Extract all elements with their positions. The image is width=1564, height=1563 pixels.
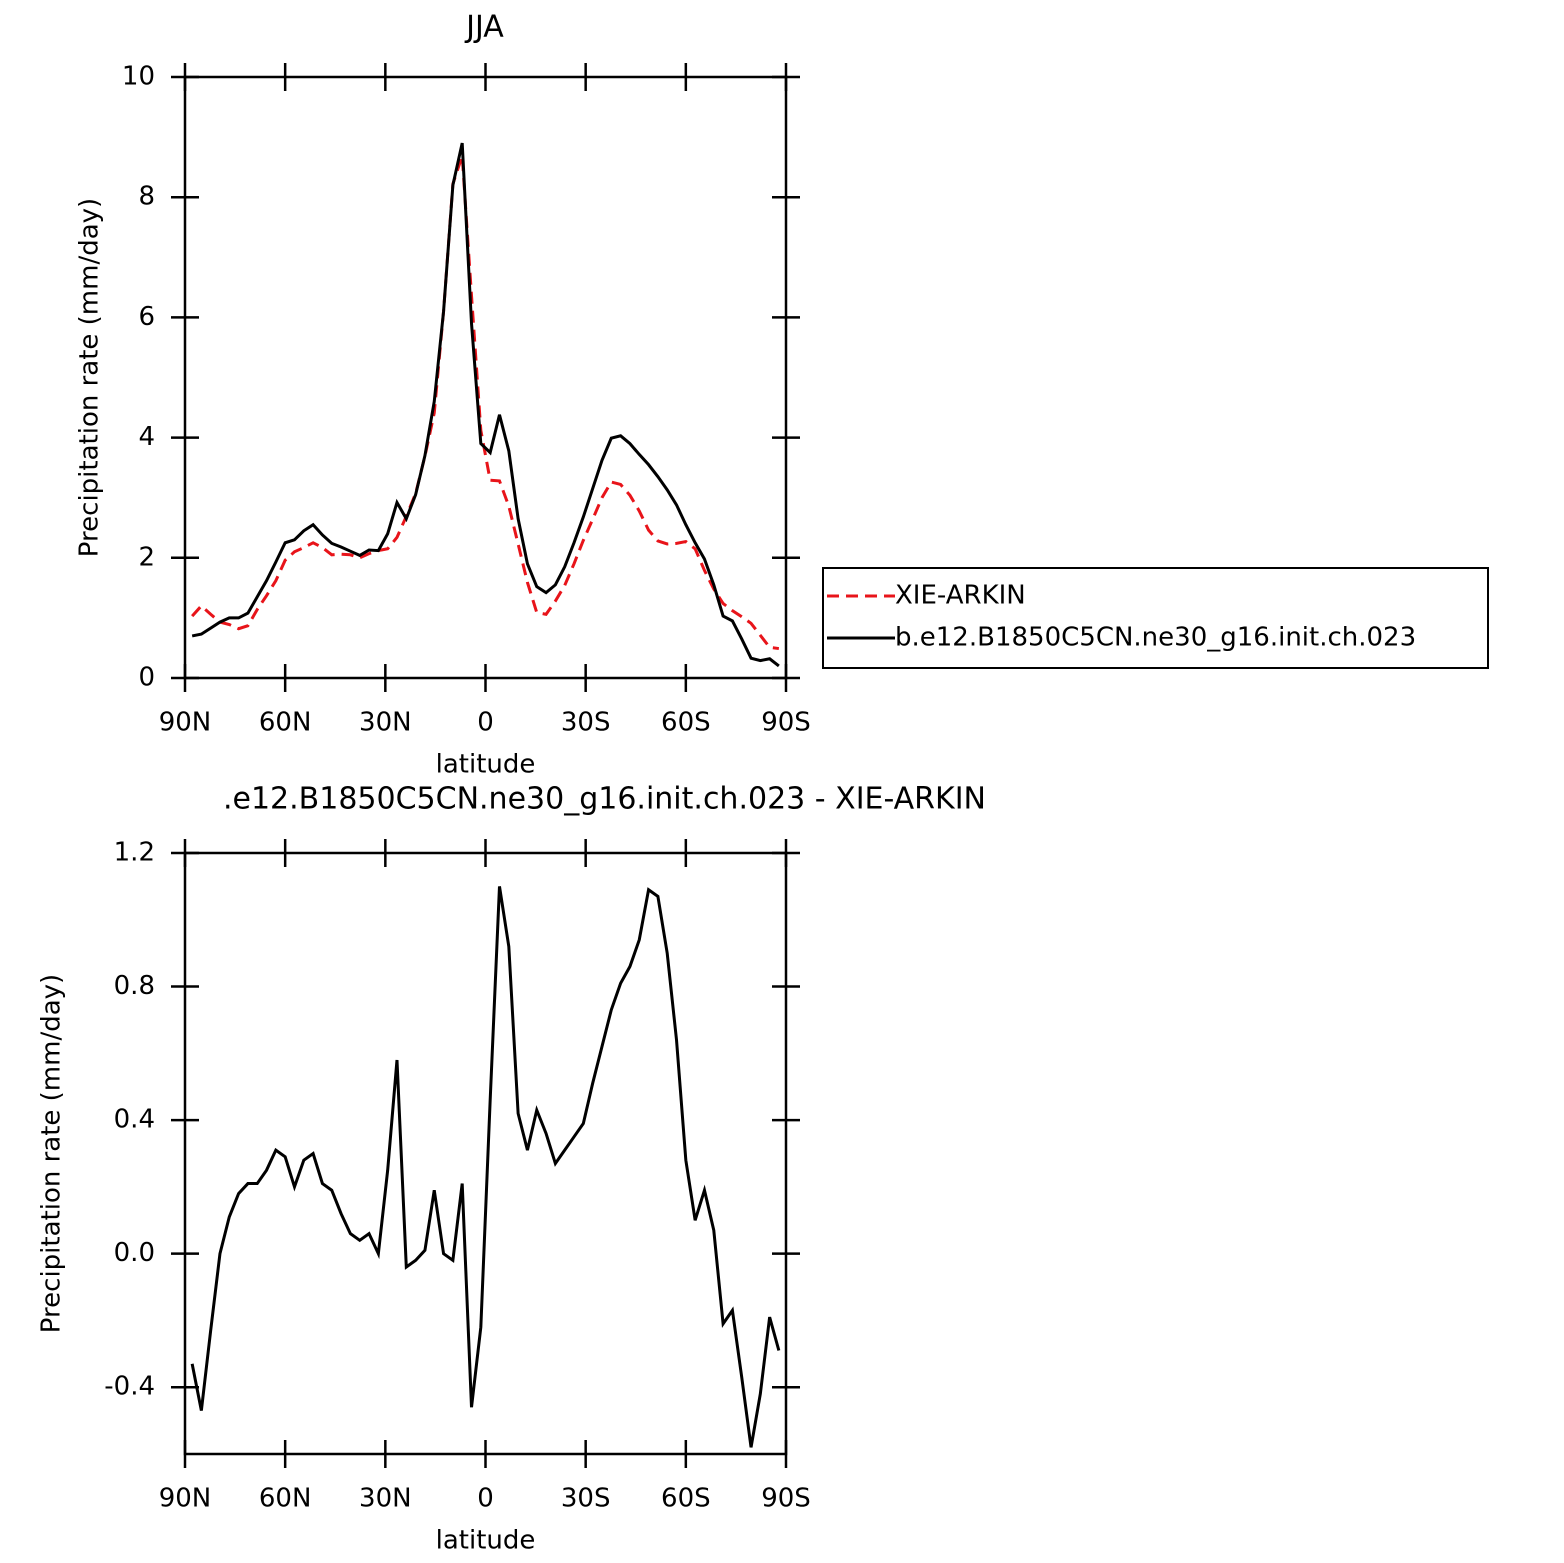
- y-tick-label: 2: [138, 542, 155, 572]
- x-tick-label: 30N: [359, 1484, 412, 1514]
- y-tick-label: 6: [138, 302, 155, 332]
- y-tick-label: 8: [138, 182, 155, 212]
- y-tick-label: 0: [138, 663, 155, 693]
- x-tick-label: 90S: [761, 1484, 811, 1514]
- x-tick-label: 30N: [359, 708, 412, 738]
- x-tick-label: 0: [477, 1484, 494, 1514]
- plot-frame: [183, 75, 788, 680]
- x-tick-label: 60S: [661, 1484, 711, 1514]
- x-tick-label: 90N: [159, 1484, 212, 1514]
- x-tick-label: 30S: [561, 1484, 611, 1514]
- legend-label: b.e12.B1850C5CN.ne30_g16.init.ch.023: [895, 623, 1416, 653]
- y-tick-label: 10: [122, 62, 155, 92]
- x-tick-label: 60N: [259, 708, 312, 738]
- y-tick-label: 4: [138, 422, 155, 452]
- data-line: [191, 142, 780, 668]
- chart-title: .e12.B1850C5CN.ne30_g16.init.ch.023 - XI…: [223, 782, 986, 817]
- legend-label: XIE-ARKIN: [895, 581, 1026, 611]
- y-axis-label: Precipitation rate (mm/day): [37, 974, 67, 1333]
- x-tick-label: 0: [477, 708, 494, 738]
- y-tick-label: 1.2: [114, 838, 155, 868]
- x-tick-label: 90N: [159, 708, 212, 738]
- y-tick-label: 0.0: [114, 1238, 155, 1268]
- x-tick-label: 60S: [661, 708, 711, 738]
- x-tick-label: 90S: [761, 708, 811, 738]
- y-tick-label: -0.4: [104, 1372, 155, 1402]
- x-axis-label: latitude: [436, 750, 536, 780]
- x-tick-label: 60N: [259, 1484, 312, 1514]
- legend-box: [822, 567, 1489, 669]
- y-tick-label: 0.4: [114, 1105, 155, 1135]
- y-tick-label: 0.8: [114, 971, 155, 1001]
- chart-title: JJA: [464, 10, 504, 45]
- data-line: [190, 886, 781, 1448]
- data-line: [191, 155, 780, 651]
- x-axis-label: latitude: [436, 1526, 536, 1556]
- x-tick-label: 30S: [561, 708, 611, 738]
- y-axis-label: Precipitation rate (mm/day): [75, 198, 105, 557]
